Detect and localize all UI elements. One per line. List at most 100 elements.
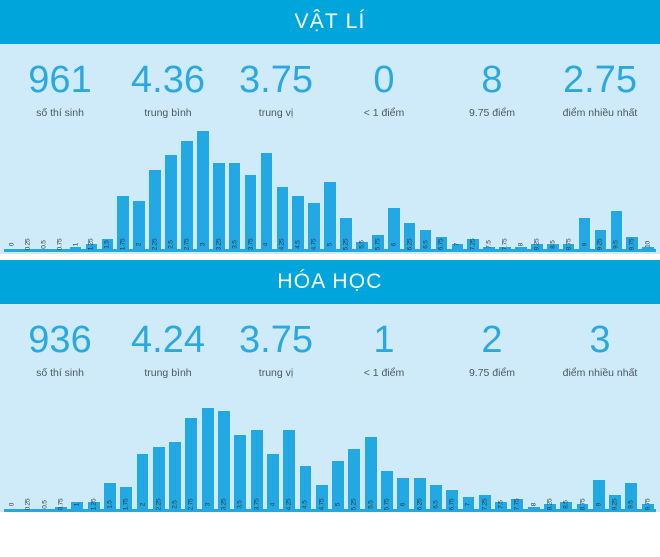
histogram-bar [499, 246, 511, 249]
histogram-bar [69, 246, 82, 249]
chart-baseline [4, 509, 656, 512]
chart-baseline [4, 249, 656, 252]
histogram-bar [531, 244, 543, 249]
histogram-bar-column: 4.25 [274, 129, 290, 250]
histogram-bar-column: 8.25 [542, 389, 558, 510]
score-histogram-physics: 0 0.25 0.5 0.75 1 1.25 1.5 1.75 2 2.25 2.5 2.75 3 3.2… [0, 129, 660, 252]
histogram-bar [356, 241, 368, 249]
histogram-bar [462, 497, 475, 509]
histogram-bar [87, 501, 100, 509]
stat-value: 1 [373, 319, 395, 361]
stat-diem-nhieu-nhat: 2.75 điểm nhiều nhất [546, 60, 654, 119]
histogram-bar [413, 477, 426, 509]
histogram-bar-column: 2 [131, 129, 147, 249]
stat-trung-binh: 4.24 trung bình [114, 320, 222, 379]
histogram-bar-column: 8.25 [529, 129, 545, 250]
histogram-bar [218, 410, 230, 509]
histogram-bar [610, 210, 623, 249]
stat-label: số thí sinh [36, 367, 84, 379]
histogram-bar [397, 477, 410, 509]
histogram-bar [592, 480, 605, 509]
histogram-bar [133, 201, 145, 249]
histogram-bar-column: 5.5 [354, 129, 370, 249]
stat-so-thi-sinh: 936 số thí sinh [6, 320, 114, 379]
stat-label: trung bình [144, 107, 192, 119]
histogram-bar-column: 9.25 [593, 129, 609, 250]
histogram-bar [201, 408, 214, 509]
histogram-bar [136, 453, 149, 509]
histogram-bar-column: 8.75 [561, 129, 577, 250]
x-axis-tick-label: 0.25 [24, 238, 32, 251]
histogram-bar-column: 2.75 [179, 129, 195, 250]
stats-row-physics: 961 số thí sinh 4.36 trung bình 3.75 tru… [0, 44, 660, 129]
histogram-bar-column: 0 [4, 389, 20, 509]
subject-panel-chemistry: HÓA HỌC 936 số thí sinh 4.24 trung bình … [0, 260, 660, 512]
panel-header-physics: VẬT LÍ [0, 0, 660, 44]
histogram-bar-column: 7 [449, 129, 465, 249]
histogram-bar-column: 3.5 [232, 389, 248, 509]
histogram-bar-column: 4.75 [306, 129, 322, 250]
histogram-bar-column: 1 [68, 129, 84, 249]
stat-label: trung bình [144, 367, 192, 379]
histogram-bar-column: 9 [577, 129, 593, 249]
histogram-bar-column: 7.5 [481, 129, 497, 249]
histogram-bar [527, 506, 540, 509]
subject-panel-physics: VẬT LÍ 961 số thí sinh 4.36 trung bình 3… [0, 0, 660, 254]
histogram-bar [562, 244, 575, 249]
histogram-bar [152, 446, 165, 509]
histogram-bar-column: 6 [386, 129, 402, 249]
stat-value: 2.75 [563, 59, 637, 101]
histogram-bar-column: 9.25 [607, 389, 623, 510]
histogram-bar [641, 504, 654, 509]
histogram-bar-column: 3.5 [227, 129, 243, 249]
histogram-bar [308, 203, 320, 249]
histogram-bar-column: 4.5 [297, 389, 313, 509]
stat-trung-vi: 3.75 trung vị [222, 60, 330, 119]
histogram-bar [625, 482, 638, 509]
stat-value: 961 [28, 59, 92, 101]
histogram-bar [169, 441, 182, 509]
stat-value: 936 [28, 319, 92, 361]
histogram-bar [435, 237, 448, 249]
stat-so-thi-sinh: 961 số thí sinh [6, 60, 114, 119]
histogram-bar-column: 2.75 [183, 389, 199, 510]
histogram-bar [283, 429, 296, 509]
histogram-bar-column: 3.25 [211, 129, 227, 250]
histogram-bar-column: 6.75 [444, 389, 460, 510]
stat-975-diem: 2 9.75 điểm [438, 320, 546, 379]
histogram-bar-column: 1.75 [118, 389, 134, 510]
histogram-bar-column: 1.5 [99, 129, 115, 249]
histogram-bar [299, 465, 312, 509]
histogram-bar-column: 5.25 [338, 129, 354, 250]
histogram-bar [55, 506, 67, 509]
stat-value: 3.75 [239, 319, 313, 361]
stat-value: 4.24 [131, 319, 205, 361]
histogram-bar [120, 487, 133, 509]
histogram-bar-column: 6 [395, 389, 411, 509]
page-title: HÓA HỌC [277, 270, 383, 293]
stat-label: < 1 điểm [363, 107, 405, 119]
histogram-bar-column: 3 [195, 129, 211, 249]
histogram-bar [197, 131, 209, 249]
histogram-bar-column: 9 [591, 389, 607, 509]
histogram-bar-column: 4.25 [281, 389, 297, 510]
histogram-bar-column: 1.25 [84, 129, 100, 250]
histogram-bar [511, 499, 524, 509]
x-axis-tick-label: 0.25 [24, 498, 32, 511]
stat-975-diem: 8 9.75 điểm [438, 60, 546, 119]
histogram-bar-column: 9.5 [623, 389, 639, 509]
stat-duoi-1-diem: 1 < 1 điểm [330, 320, 438, 379]
histogram-bar-column: 4 [259, 129, 275, 249]
histogram-bar [71, 501, 84, 509]
stat-label: số thí sinh [36, 107, 84, 119]
stat-label: điểm nhiều nhất [562, 367, 638, 379]
histogram-bar [576, 504, 589, 509]
histogram-bar [371, 234, 384, 249]
histogram-bar [117, 196, 130, 249]
histogram-bar [560, 501, 573, 509]
histogram-bar [515, 246, 527, 249]
histogram-bar-column: 0.75 [52, 129, 68, 251]
histogram-bar-column: 7.25 [477, 389, 493, 510]
page-title: VẬT LÍ [294, 10, 366, 33]
histogram-bar [429, 485, 442, 509]
